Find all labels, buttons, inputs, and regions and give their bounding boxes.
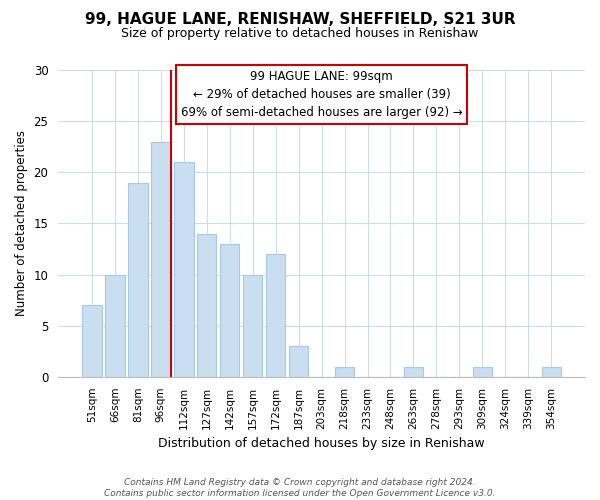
Bar xyxy=(128,182,148,377)
Bar xyxy=(105,274,125,377)
Y-axis label: Number of detached properties: Number of detached properties xyxy=(15,130,28,316)
Bar xyxy=(243,274,262,377)
Bar xyxy=(404,366,423,377)
Bar xyxy=(289,346,308,377)
Bar xyxy=(174,162,194,377)
Text: Size of property relative to detached houses in Renishaw: Size of property relative to detached ho… xyxy=(121,28,479,40)
Bar xyxy=(151,142,170,377)
Bar xyxy=(335,366,355,377)
Bar xyxy=(82,305,101,377)
Bar xyxy=(473,366,492,377)
Bar xyxy=(542,366,561,377)
Bar xyxy=(266,254,286,377)
Bar xyxy=(220,244,239,377)
Text: 99 HAGUE LANE: 99sqm
← 29% of detached houses are smaller (39)
69% of semi-detac: 99 HAGUE LANE: 99sqm ← 29% of detached h… xyxy=(181,70,463,119)
Text: Contains HM Land Registry data © Crown copyright and database right 2024.
Contai: Contains HM Land Registry data © Crown c… xyxy=(104,478,496,498)
Bar xyxy=(197,234,217,377)
Text: 99, HAGUE LANE, RENISHAW, SHEFFIELD, S21 3UR: 99, HAGUE LANE, RENISHAW, SHEFFIELD, S21… xyxy=(85,12,515,28)
X-axis label: Distribution of detached houses by size in Renishaw: Distribution of detached houses by size … xyxy=(158,437,485,450)
